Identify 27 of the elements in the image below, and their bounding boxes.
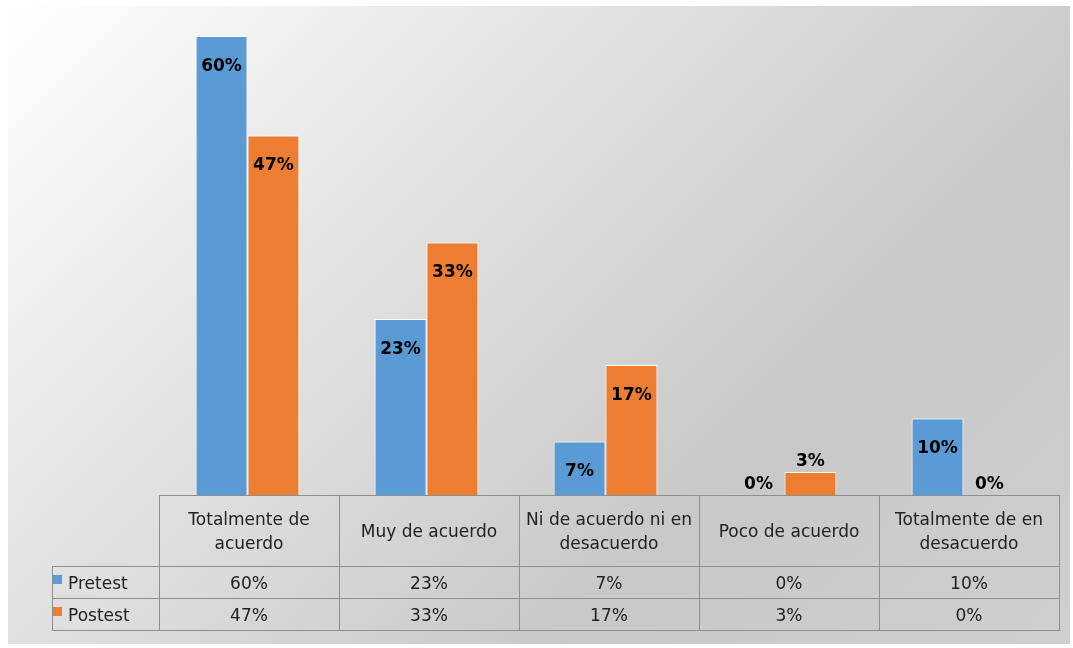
- text: 3%: [796, 449, 825, 470]
- x-tick-label: Muy de acuerdo: [339, 495, 519, 567]
- x-tick-label: Poco de acuerdo: [699, 495, 879, 567]
- data-label: 0%: [879, 598, 1059, 631]
- text: 60%: [201, 54, 242, 75]
- text: 33%: [432, 261, 473, 282]
- text: 0%: [744, 472, 773, 493]
- text: 47%: [253, 154, 294, 175]
- text: 23%: [380, 337, 421, 358]
- data-label: 10%: [879, 566, 1059, 599]
- data-label: 17%: [519, 598, 699, 631]
- text: 10%: [917, 437, 958, 458]
- data-label: 60%: [159, 566, 339, 599]
- text: 17%: [611, 383, 652, 404]
- x-tick-label: Ni de acuerdo ni en desacuerdo: [519, 495, 699, 567]
- x-tick-label: Totalmente de en desacuerdo: [879, 495, 1059, 567]
- data-label: 23%: [339, 566, 519, 599]
- data-label: 33%: [339, 598, 519, 631]
- data-label: 7%: [519, 566, 699, 599]
- x-tick-label: Totalmente de acuerdo: [159, 495, 339, 567]
- text: 0%: [975, 472, 1004, 493]
- legend-label: Pretest: [52, 566, 159, 599]
- data-label: 47%: [159, 598, 339, 631]
- data-label: 0%: [699, 566, 879, 599]
- data-label: 3%: [699, 598, 879, 631]
- text: 7%: [565, 460, 594, 481]
- legend-label: Postest: [52, 598, 159, 631]
